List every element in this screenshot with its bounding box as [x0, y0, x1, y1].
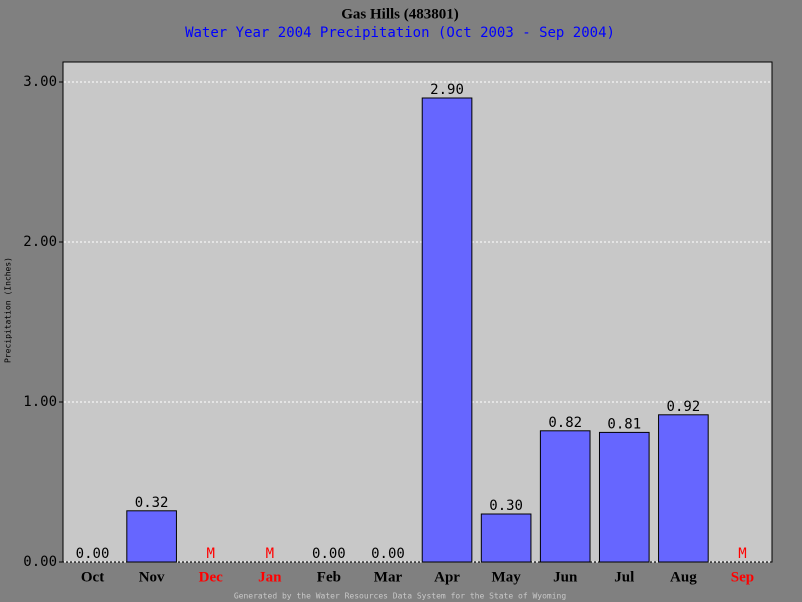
footer: Generated by the Water Resources Data Sy…: [234, 592, 567, 601]
bar: [598, 431, 650, 563]
value-label: M: [266, 546, 274, 562]
x-tick-label: Dec: [199, 569, 223, 585]
y-tick-label: 0.00: [23, 554, 57, 570]
x-tick-label: Apr: [434, 569, 460, 585]
chart-subtitle: Water Year 2004 Precipitation (Oct 2003 …: [185, 25, 615, 41]
value-label: 0.00: [76, 546, 110, 562]
x-tick-label: Jan: [258, 569, 282, 585]
x-tick-label: May: [492, 569, 522, 585]
value-label: 0.32: [135, 495, 169, 511]
y-axis-label: Precipitation (Inches): [4, 257, 13, 363]
value-label: 0.00: [371, 546, 405, 562]
bar: [539, 430, 591, 563]
value-label: 0.00: [312, 546, 346, 562]
value-label: M: [738, 546, 746, 562]
value-label: 0.30: [489, 498, 523, 514]
y-tick-label: 1.00: [23, 394, 57, 410]
x-tick-label: Feb: [317, 569, 341, 585]
x-tick-label: Jun: [553, 569, 578, 585]
x-tick-label: Jul: [614, 569, 634, 585]
x-tick-label: Sep: [731, 569, 754, 585]
y-tick-label: 3.00: [23, 74, 57, 90]
y-tick-label: 2.00: [23, 234, 57, 250]
value-label: 2.90: [430, 82, 464, 98]
x-tick-label: Mar: [374, 569, 403, 585]
bar: [658, 414, 709, 563]
bar: [480, 513, 532, 563]
chart-title: Gas Hills (483801): [341, 6, 459, 22]
x-tick-label: Nov: [139, 569, 165, 585]
value-label: 0.81: [607, 416, 641, 432]
x-tick-label: Aug: [670, 569, 697, 585]
bar: [126, 510, 177, 563]
x-tick-label: Oct: [81, 569, 104, 585]
value-label: M: [206, 546, 214, 562]
plot-area: [62, 61, 773, 563]
value-label: 0.82: [548, 415, 582, 431]
value-label: 0.92: [667, 399, 701, 415]
bar: [421, 97, 473, 563]
